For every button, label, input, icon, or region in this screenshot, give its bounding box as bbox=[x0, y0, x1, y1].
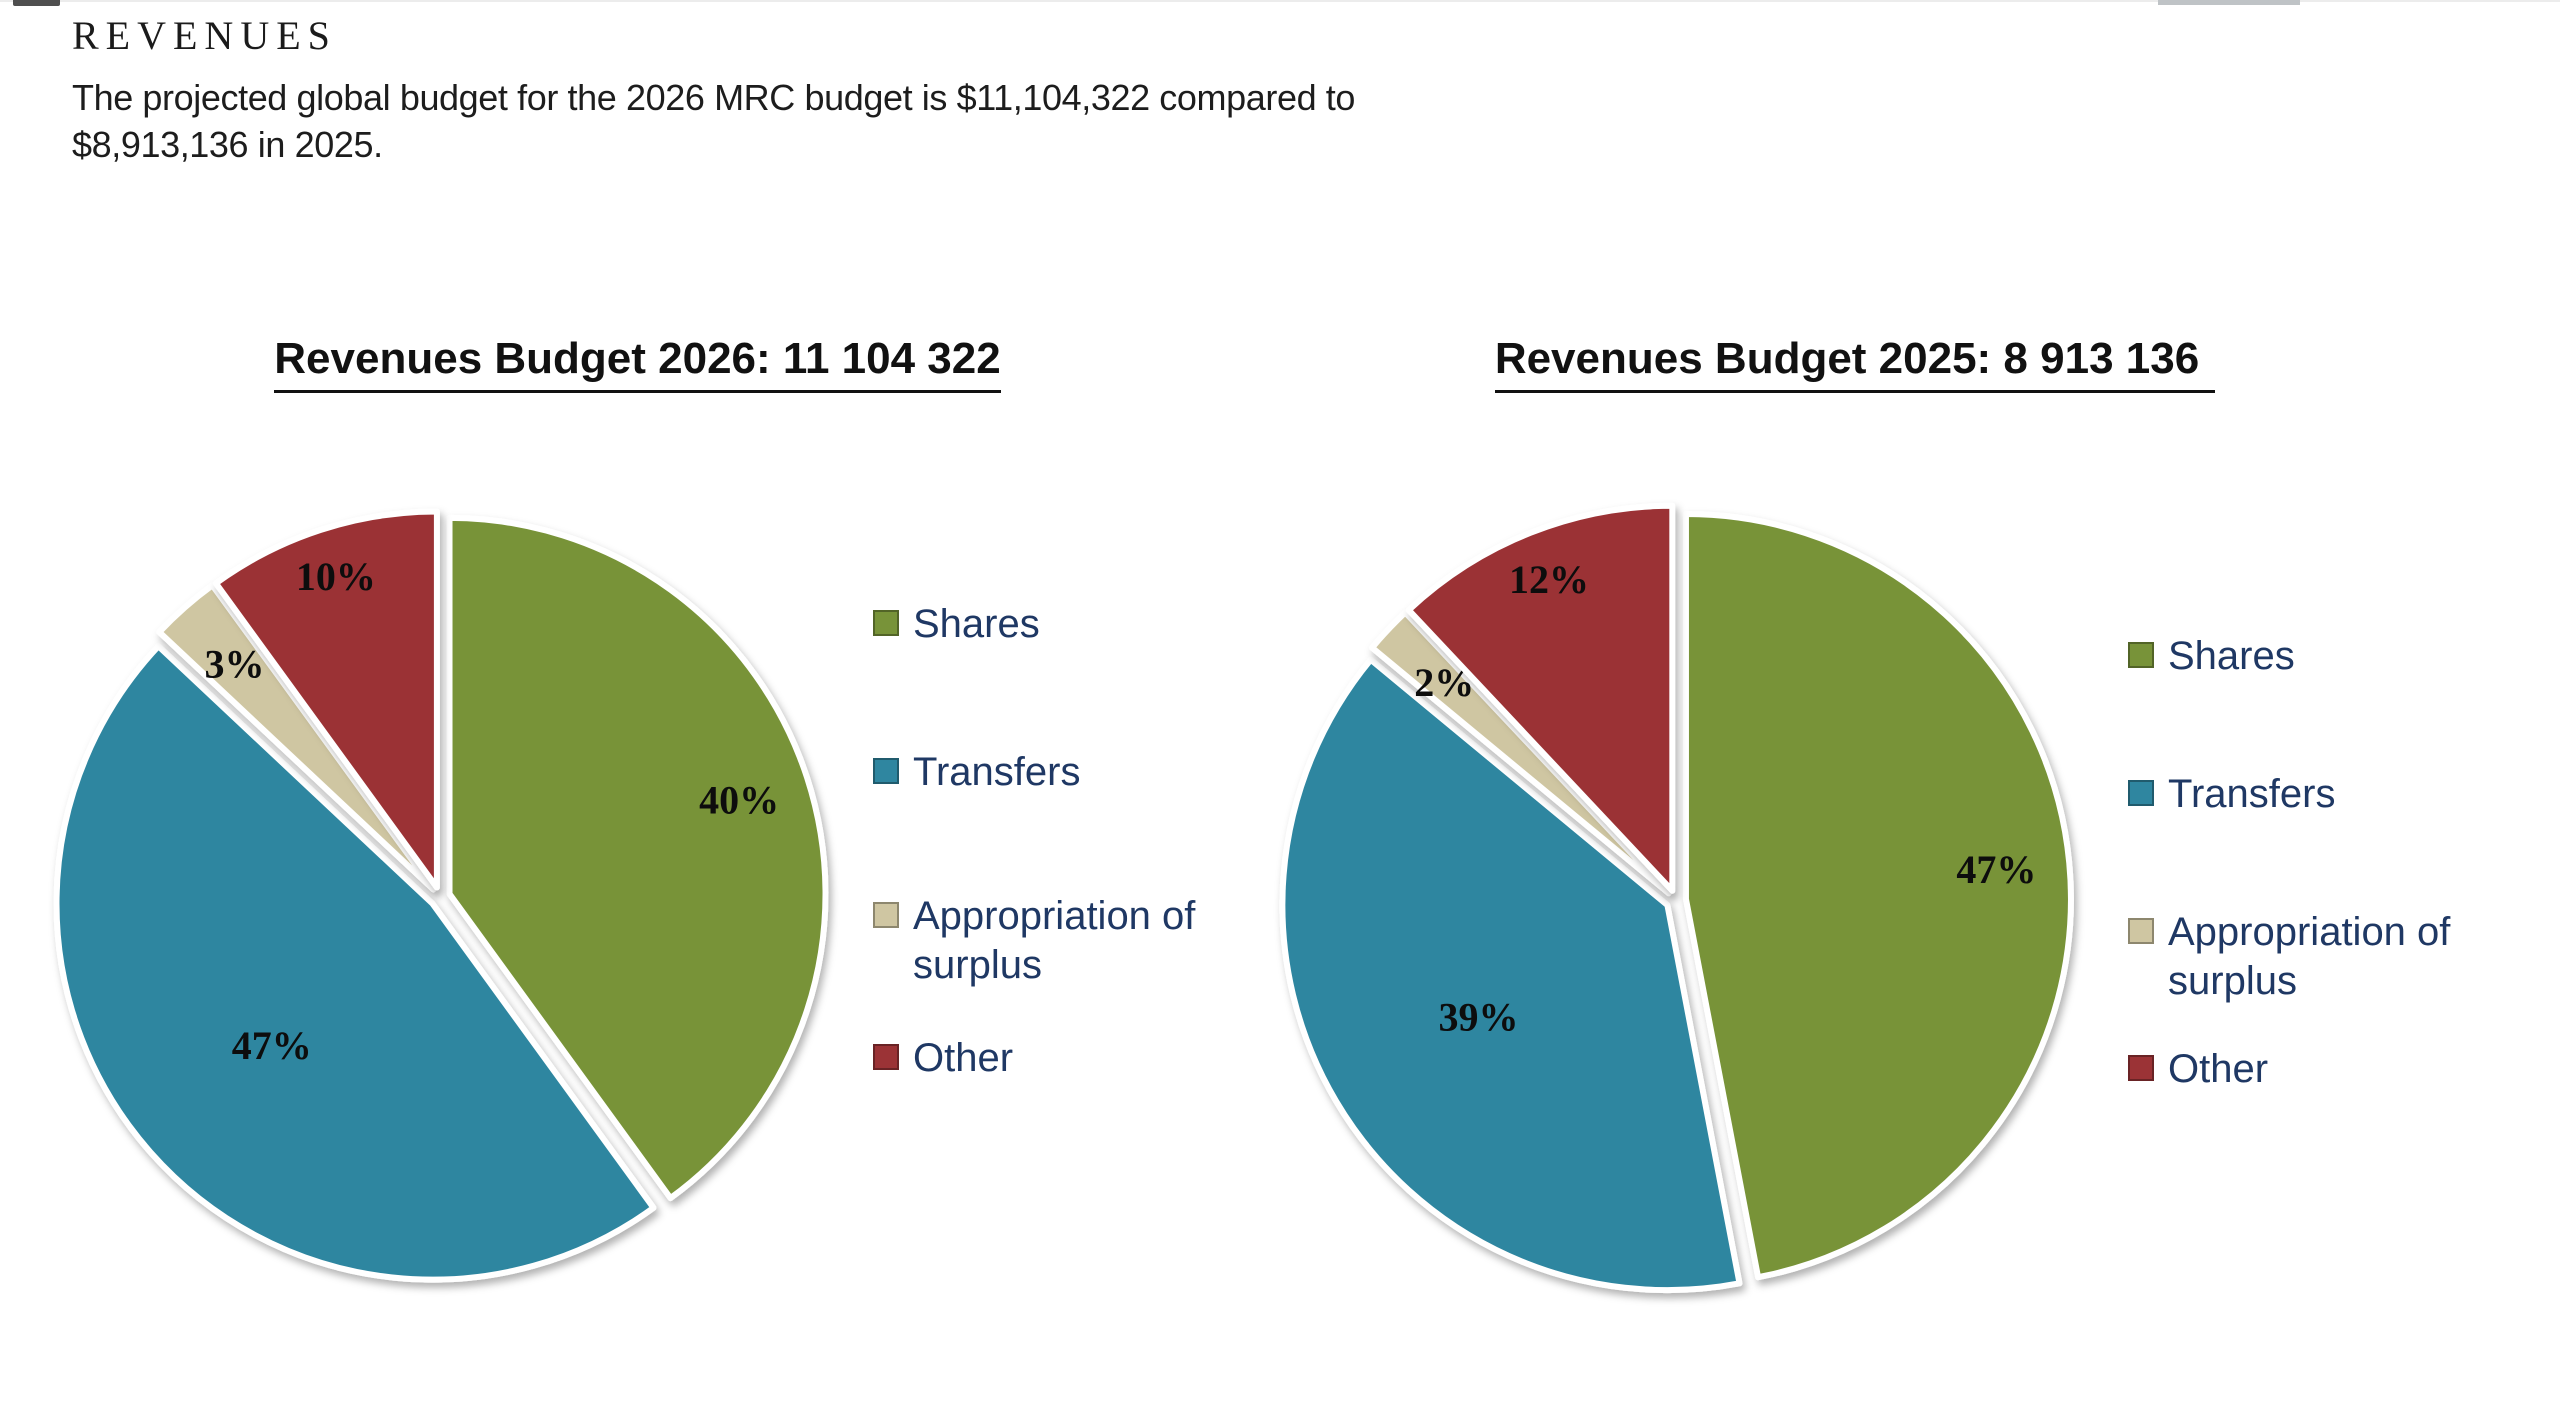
scan-artifact-right bbox=[2158, 0, 2300, 5]
chart-2025-title: Revenues Budget 2025: 8 913 136 bbox=[1494, 334, 2216, 393]
page-top-hairline bbox=[0, 0, 2560, 2]
pie-slice-transfers bbox=[1279, 656, 1743, 1294]
scan-artifact-left bbox=[13, 0, 60, 6]
pie-slice-shares bbox=[446, 514, 829, 1202]
transfers-swatch-icon bbox=[2128, 780, 2154, 806]
appropriation-swatch-icon bbox=[873, 902, 899, 928]
transfers-swatch-icon bbox=[873, 758, 899, 784]
appropriation-swatch-icon bbox=[2128, 918, 2154, 944]
shares-swatch-icon bbox=[2128, 642, 2154, 668]
pie-value-label: 39% bbox=[1439, 994, 1519, 1039]
intro-paragraph: The projected global budget for the 2026… bbox=[72, 74, 1572, 168]
legend-item-appropriation: Appropriation of surplus bbox=[873, 892, 1253, 990]
pie-value-label: 10% bbox=[296, 554, 376, 599]
intro-line-2: $8,913,136 in 2025. bbox=[72, 124, 383, 165]
other-swatch-icon bbox=[873, 1044, 899, 1070]
pie-value-label: 3% bbox=[204, 641, 264, 686]
pie-slice-appropriation-of-surplus bbox=[1369, 609, 1672, 897]
pie-chart-2026: 40% 47% 3% 10% bbox=[53, 508, 829, 1283]
legend-item-transfers: Transfers bbox=[2128, 770, 2508, 819]
chart-2025-title-wrap: Revenues Budget 2025: 8 913 136 bbox=[1270, 334, 2440, 393]
legend-label: Appropriation of surplus bbox=[2168, 910, 2451, 1003]
pie-slice-shares bbox=[1682, 511, 2074, 1281]
chart-2026-title-wrap: Revenues Budget 2026: 11 104 322 bbox=[30, 334, 1245, 393]
legend-label: Transfers bbox=[2168, 772, 2336, 816]
legend-label: Appropriation of surplus bbox=[913, 894, 1196, 987]
legend-label: Transfers bbox=[913, 750, 1081, 794]
pie-value-label: 47% bbox=[232, 1023, 312, 1068]
pie-value-label: 47% bbox=[1956, 847, 2036, 892]
pie-slice-other bbox=[1405, 502, 1676, 894]
legend-label: Other bbox=[2168, 1047, 2269, 1091]
pie-chart-2025: 47%39%2%12% bbox=[1279, 502, 2074, 1294]
section-heading: REVENUES bbox=[72, 13, 337, 58]
legend-label: Shares bbox=[2168, 634, 2295, 678]
legend-item-other: Other bbox=[873, 1034, 1253, 1083]
chart-2026-title: Revenues Budget 2026: 11 104 322 bbox=[274, 334, 1001, 393]
legend-label: Other bbox=[913, 1036, 1014, 1080]
legend-item-transfers: Transfers bbox=[873, 748, 1253, 797]
legend-item-appropriation: Appropriation of surplus bbox=[2128, 908, 2508, 1006]
intro-line-1: The projected global budget for the 2026… bbox=[72, 77, 1356, 118]
legend-item-other: Other bbox=[2128, 1045, 2508, 1094]
pie-slice-other bbox=[212, 508, 440, 891]
pie-value-label: 40% bbox=[699, 777, 779, 822]
pie-value-label: 12% bbox=[1509, 557, 1589, 602]
legend-item-shares: Shares bbox=[2128, 632, 2508, 681]
other-swatch-icon bbox=[2128, 1055, 2154, 1081]
pie-slice-transfers bbox=[53, 643, 657, 1283]
legend-label: Shares bbox=[913, 602, 1040, 646]
legend-item-shares: Shares bbox=[873, 600, 1253, 649]
shares-swatch-icon bbox=[873, 610, 899, 636]
pie-slice-appropriation-of-surplus bbox=[156, 582, 437, 893]
